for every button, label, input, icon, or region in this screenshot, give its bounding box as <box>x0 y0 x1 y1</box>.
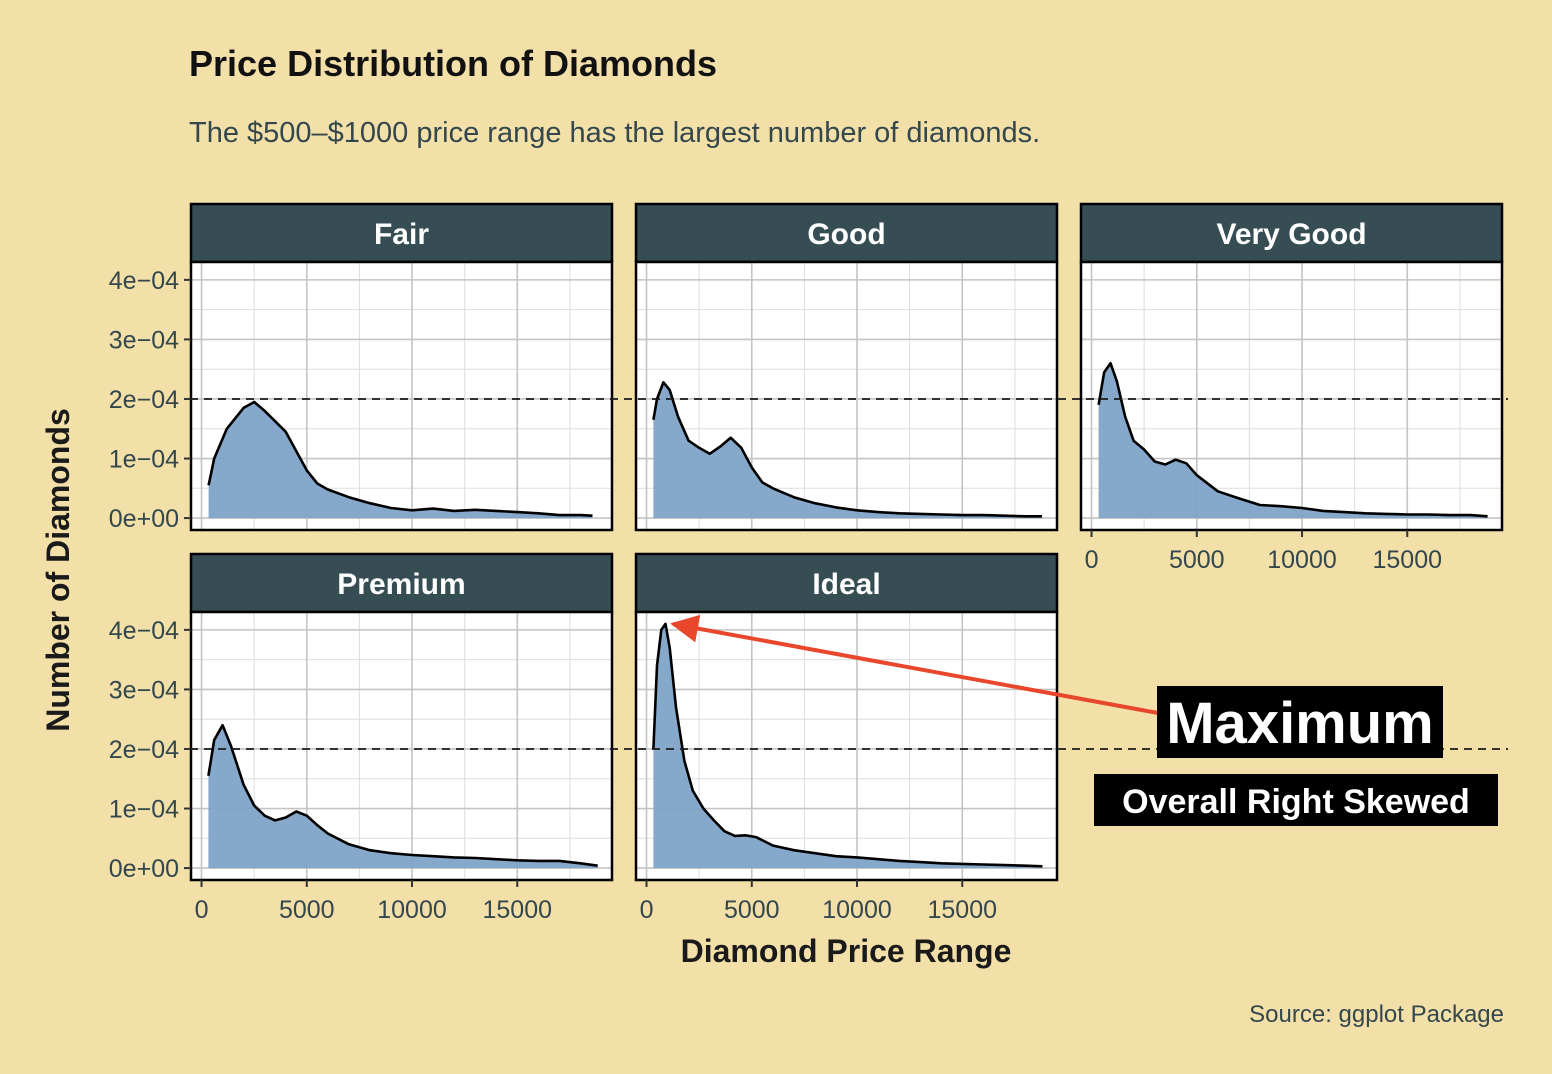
strip-label-fair: Fair <box>374 218 429 251</box>
x-tick-label: 0 <box>1085 546 1099 574</box>
panel-fair: Fair 0e+00 1e−04 2e−04 3e−04 4e−04 <box>109 202 614 533</box>
x-tick-label: 0 <box>195 896 209 924</box>
x-tick-label: 15000 <box>1373 546 1443 574</box>
strip-label-premium: Premium <box>337 568 465 601</box>
y-tick-label: 2e−04 <box>109 386 179 414</box>
y-tick-label: 1e−04 <box>109 796 179 824</box>
x-tick-label: 0 <box>640 896 654 924</box>
density-area-ideal <box>653 623 1043 869</box>
x-tick-label: 10000 <box>377 896 447 924</box>
x-tick-label: 10000 <box>1267 546 1337 574</box>
strip-fair <box>189 202 614 264</box>
x-tick-label: 5000 <box>279 896 335 924</box>
strip-ideal <box>634 552 1059 614</box>
panel-premium: Premium 0 5000 10000 15000 0e+00 1e−04 2e−04 3e−… <box>109 552 614 924</box>
panel-good: Good <box>634 202 1059 532</box>
x-tick-label: 15000 <box>483 896 553 924</box>
y-tick-label: 3e−04 <box>109 326 179 354</box>
maximum-label: Maximum <box>1166 691 1434 756</box>
facet-panels: Fair 0e+00 1e−04 2e−04 3e−04 4e−04 Good Very Go… <box>109 202 1504 924</box>
panel-ideal: Ideal 0 5000 10000 15000 <box>634 552 1059 924</box>
density-area-fair <box>208 402 593 519</box>
x-tick-label: 5000 <box>1169 546 1225 574</box>
panel-border-premium <box>189 610 614 882</box>
maximum-arrow <box>670 614 1159 715</box>
density-area-premium <box>208 725 598 869</box>
density-line-good <box>652 381 1042 518</box>
strip-label-very-good: Very Good <box>1216 218 1366 251</box>
y-tick-label: 4e−04 <box>109 617 179 645</box>
panel-border-very-good <box>1079 260 1504 532</box>
y-tick-label: 4e−04 <box>109 267 179 295</box>
maximum-label-box <box>1157 686 1443 758</box>
skew-label: Overall Right Skewed <box>1122 783 1470 821</box>
strip-good <box>634 202 1059 264</box>
panel-border-fair <box>189 260 614 532</box>
skew-label-box <box>1094 774 1498 826</box>
chart-title: Price Distribution of Diamonds <box>189 43 717 84</box>
x-tick-label: 5000 <box>724 896 780 924</box>
caption: Source: ggplot Package <box>1249 1001 1504 1028</box>
annotations: Maximum Overall Right Skewed <box>670 614 1498 826</box>
panel-border-ideal <box>634 610 1059 882</box>
density-area-good <box>653 382 1042 519</box>
x-tick-label: 15000 <box>928 896 998 924</box>
density-area-very-good <box>1098 363 1488 519</box>
strip-label-good: Good <box>807 218 885 251</box>
y-tick-label: 0e+00 <box>109 505 179 533</box>
y-tick-label: 2e−04 <box>109 736 179 764</box>
chart-subtitle: The $500–$1000 price range has the large… <box>189 117 1040 149</box>
y-tick-label: 1e−04 <box>109 446 179 474</box>
density-line-ideal <box>652 622 1043 868</box>
density-line-fair <box>207 400 593 517</box>
panel-border-good <box>634 260 1059 532</box>
density-line-very-good <box>1097 361 1488 518</box>
density-line-premium <box>207 723 598 867</box>
x-axis-title: Diamond Price Range <box>681 933 1012 969</box>
x-tick-label: 10000 <box>822 896 892 924</box>
y-tick-label: 0e+00 <box>109 855 179 883</box>
strip-premium <box>189 552 614 614</box>
panel-very-good: Very Good 0 5000 10000 15000 <box>1079 202 1504 574</box>
y-tick-label: 3e−04 <box>109 676 179 704</box>
y-axis-title: Number of Diamonds <box>40 408 76 732</box>
strip-label-ideal: Ideal <box>812 568 880 601</box>
